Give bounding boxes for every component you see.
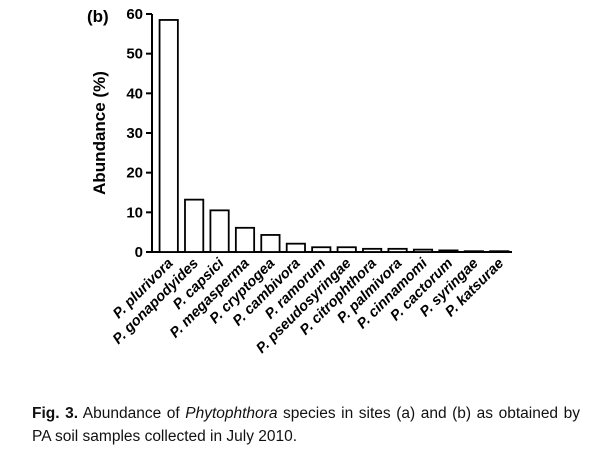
bar — [412, 248, 434, 253]
figure-caption: Fig. 3. Abundance of Phytophthora specie… — [32, 402, 580, 448]
bar — [311, 246, 332, 253]
caption-genus: Phytophthora — [185, 405, 278, 422]
panel-label: (b) — [87, 7, 109, 26]
bar — [463, 250, 484, 253]
bar — [489, 250, 510, 253]
axes — [151, 14, 512, 253]
y-tick-label: 0 — [135, 244, 143, 261]
y-axis-label: Abundance (%) — [90, 71, 109, 195]
y-tick-label: 50 — [126, 46, 143, 63]
bar — [387, 247, 408, 253]
caption-text-after: species in sites (a) and (b) as obtained… — [32, 405, 580, 445]
bar — [260, 234, 281, 253]
y-tick-label: 40 — [126, 85, 143, 102]
bar — [209, 209, 230, 253]
bar-chart: (b) Abundance (%) 0 10 20 30 40 50 60 P. pluri… — [87, 6, 512, 357]
y-tick-label: 60 — [126, 6, 143, 23]
y-ticks: 0 10 20 30 40 50 60 — [126, 6, 152, 261]
bar — [184, 198, 205, 253]
bar — [362, 247, 383, 253]
y-tick-label: 10 — [126, 204, 143, 221]
bar — [336, 246, 357, 253]
bars — [158, 19, 510, 253]
y-tick-label: 20 — [126, 165, 143, 182]
caption-text-before: Abundance of — [78, 405, 186, 422]
bar — [438, 249, 459, 253]
bar — [285, 242, 306, 253]
caption-figure-number: Fig. 3. — [32, 405, 79, 422]
bar — [234, 226, 256, 253]
bar — [158, 19, 179, 253]
y-tick-label: 30 — [126, 125, 143, 142]
